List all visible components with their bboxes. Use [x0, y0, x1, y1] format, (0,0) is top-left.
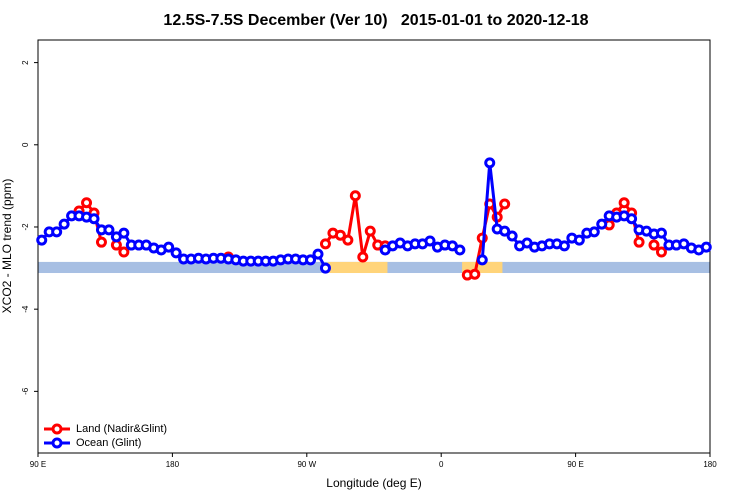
data-point	[596, 218, 608, 230]
y-tick-label: -2	[21, 223, 30, 231]
data-point	[163, 241, 175, 253]
data-point	[319, 262, 331, 274]
data-point	[118, 246, 130, 258]
data-point	[506, 230, 518, 242]
data-point	[349, 190, 361, 202]
data-point	[81, 197, 93, 209]
data-point	[95, 236, 107, 248]
data-point	[51, 226, 63, 238]
chart-title: 12.5S-7.5S December (Ver 10) 2015-01-01 …	[163, 12, 588, 29]
legend-marker	[51, 437, 63, 449]
legend-label: Land (Nadir&Glint)	[76, 423, 167, 435]
data-point	[319, 238, 331, 250]
y-tick-label: -6	[21, 387, 30, 395]
land-band	[462, 261, 503, 274]
data-point	[588, 226, 600, 238]
legend-label: Ocean (Glint)	[76, 437, 141, 449]
data-point	[58, 218, 70, 230]
data-point	[305, 254, 317, 266]
data-point	[573, 234, 585, 246]
x-tick-label: 180	[166, 460, 180, 469]
legend-marker	[51, 423, 63, 435]
data-point	[342, 234, 354, 246]
data-point	[334, 229, 346, 241]
land-band	[327, 261, 388, 274]
data-point	[648, 239, 660, 251]
x-axis-label: Longitude (deg E)	[326, 476, 421, 490]
x-tick-label: 90 E	[30, 460, 46, 469]
x-tick-label: 180	[703, 460, 717, 469]
data-point	[103, 224, 115, 236]
data-point	[170, 247, 182, 259]
data-point	[499, 198, 511, 210]
data-point	[700, 241, 712, 253]
data-point	[312, 248, 324, 260]
y-tick-label: 0	[21, 142, 30, 147]
data-point	[655, 227, 667, 239]
data-point	[484, 157, 496, 169]
y-tick-label: -4	[21, 305, 30, 313]
y-tick-label: 2	[21, 60, 30, 65]
data-point	[618, 197, 630, 209]
data-point	[499, 225, 511, 237]
data-point	[633, 236, 645, 248]
data-point	[424, 235, 436, 247]
data-point	[36, 234, 48, 246]
data-point	[454, 244, 466, 256]
data-point	[655, 246, 667, 258]
x-tick-label: 90 W	[297, 460, 316, 469]
data-point	[476, 254, 488, 266]
x-tick-label: 90 E	[567, 460, 583, 469]
data-point	[469, 268, 481, 280]
data-point	[88, 213, 100, 225]
data-point	[364, 225, 376, 237]
x-tick-label: 0	[439, 460, 444, 469]
data-point	[118, 227, 130, 239]
data-point	[626, 213, 638, 225]
data-point	[558, 240, 570, 252]
y-axis-label: XCO2 - MLO trend (ppm)	[0, 179, 14, 314]
data-point	[357, 251, 369, 263]
